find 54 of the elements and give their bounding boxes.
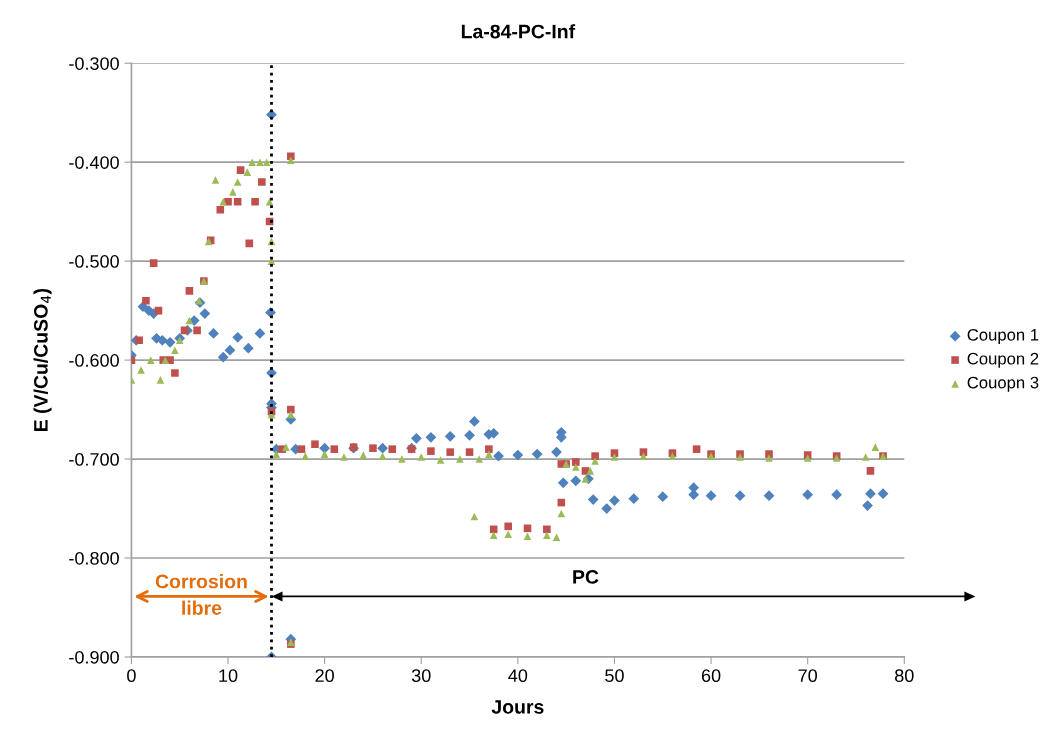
y-tick-label: -0.300 (69, 57, 119, 70)
point (692, 445, 701, 453)
x-tick-label: 40 (508, 669, 528, 683)
y-tick-label: -0.700 (69, 452, 119, 466)
point (142, 296, 150, 305)
chart-title: La-84-PC-Inf (461, 24, 576, 39)
point (287, 152, 295, 161)
point (369, 444, 377, 452)
point (543, 525, 551, 534)
legend-label: Couopn 3 (967, 376, 1039, 392)
x-tick-label: 0 (127, 669, 136, 683)
x-axis-title: Jours (491, 700, 544, 714)
y-tick-label: -0.500 (69, 255, 119, 268)
point (258, 178, 266, 186)
point (572, 458, 580, 466)
annotation: Corrosion libre (155, 574, 247, 615)
point (866, 467, 875, 475)
point (504, 522, 512, 531)
x-tick-label: 30 (411, 669, 431, 683)
x-tick-label: 10 (219, 669, 238, 683)
point (185, 287, 194, 295)
point (245, 239, 254, 248)
point (388, 445, 397, 453)
y-axis-title: E (V/Cu/CuSO$_{4}$) (33, 288, 52, 432)
x-tick-label: 80 (895, 669, 914, 683)
point (287, 405, 295, 414)
point (251, 197, 259, 206)
y-tick-label: -0.400 (69, 156, 119, 169)
annotation: PC (573, 570, 599, 584)
x-tick-label: 70 (798, 669, 818, 683)
y-tick-label: -0.800 (69, 551, 119, 565)
x-tick-label: 20 (315, 669, 334, 683)
point (591, 452, 599, 460)
y-tick-label: -0.600 (69, 354, 119, 367)
point (236, 166, 245, 174)
point (311, 440, 319, 449)
x-tick-label: 50 (605, 669, 624, 683)
point (135, 336, 143, 345)
point (427, 447, 435, 455)
point (171, 369, 179, 377)
point (297, 445, 306, 453)
y-tick-label: -0.900 (69, 650, 119, 664)
legend-label: Coupon 2 (967, 352, 1039, 368)
point (216, 205, 225, 214)
point (446, 448, 455, 456)
point (149, 259, 158, 267)
point (485, 445, 493, 453)
point (465, 448, 474, 456)
legend-label: Coupon 1 (967, 328, 1039, 344)
point (330, 445, 339, 453)
x-tick-label: 60 (701, 669, 721, 683)
point (233, 197, 242, 206)
point (193, 326, 201, 335)
point (489, 525, 498, 534)
